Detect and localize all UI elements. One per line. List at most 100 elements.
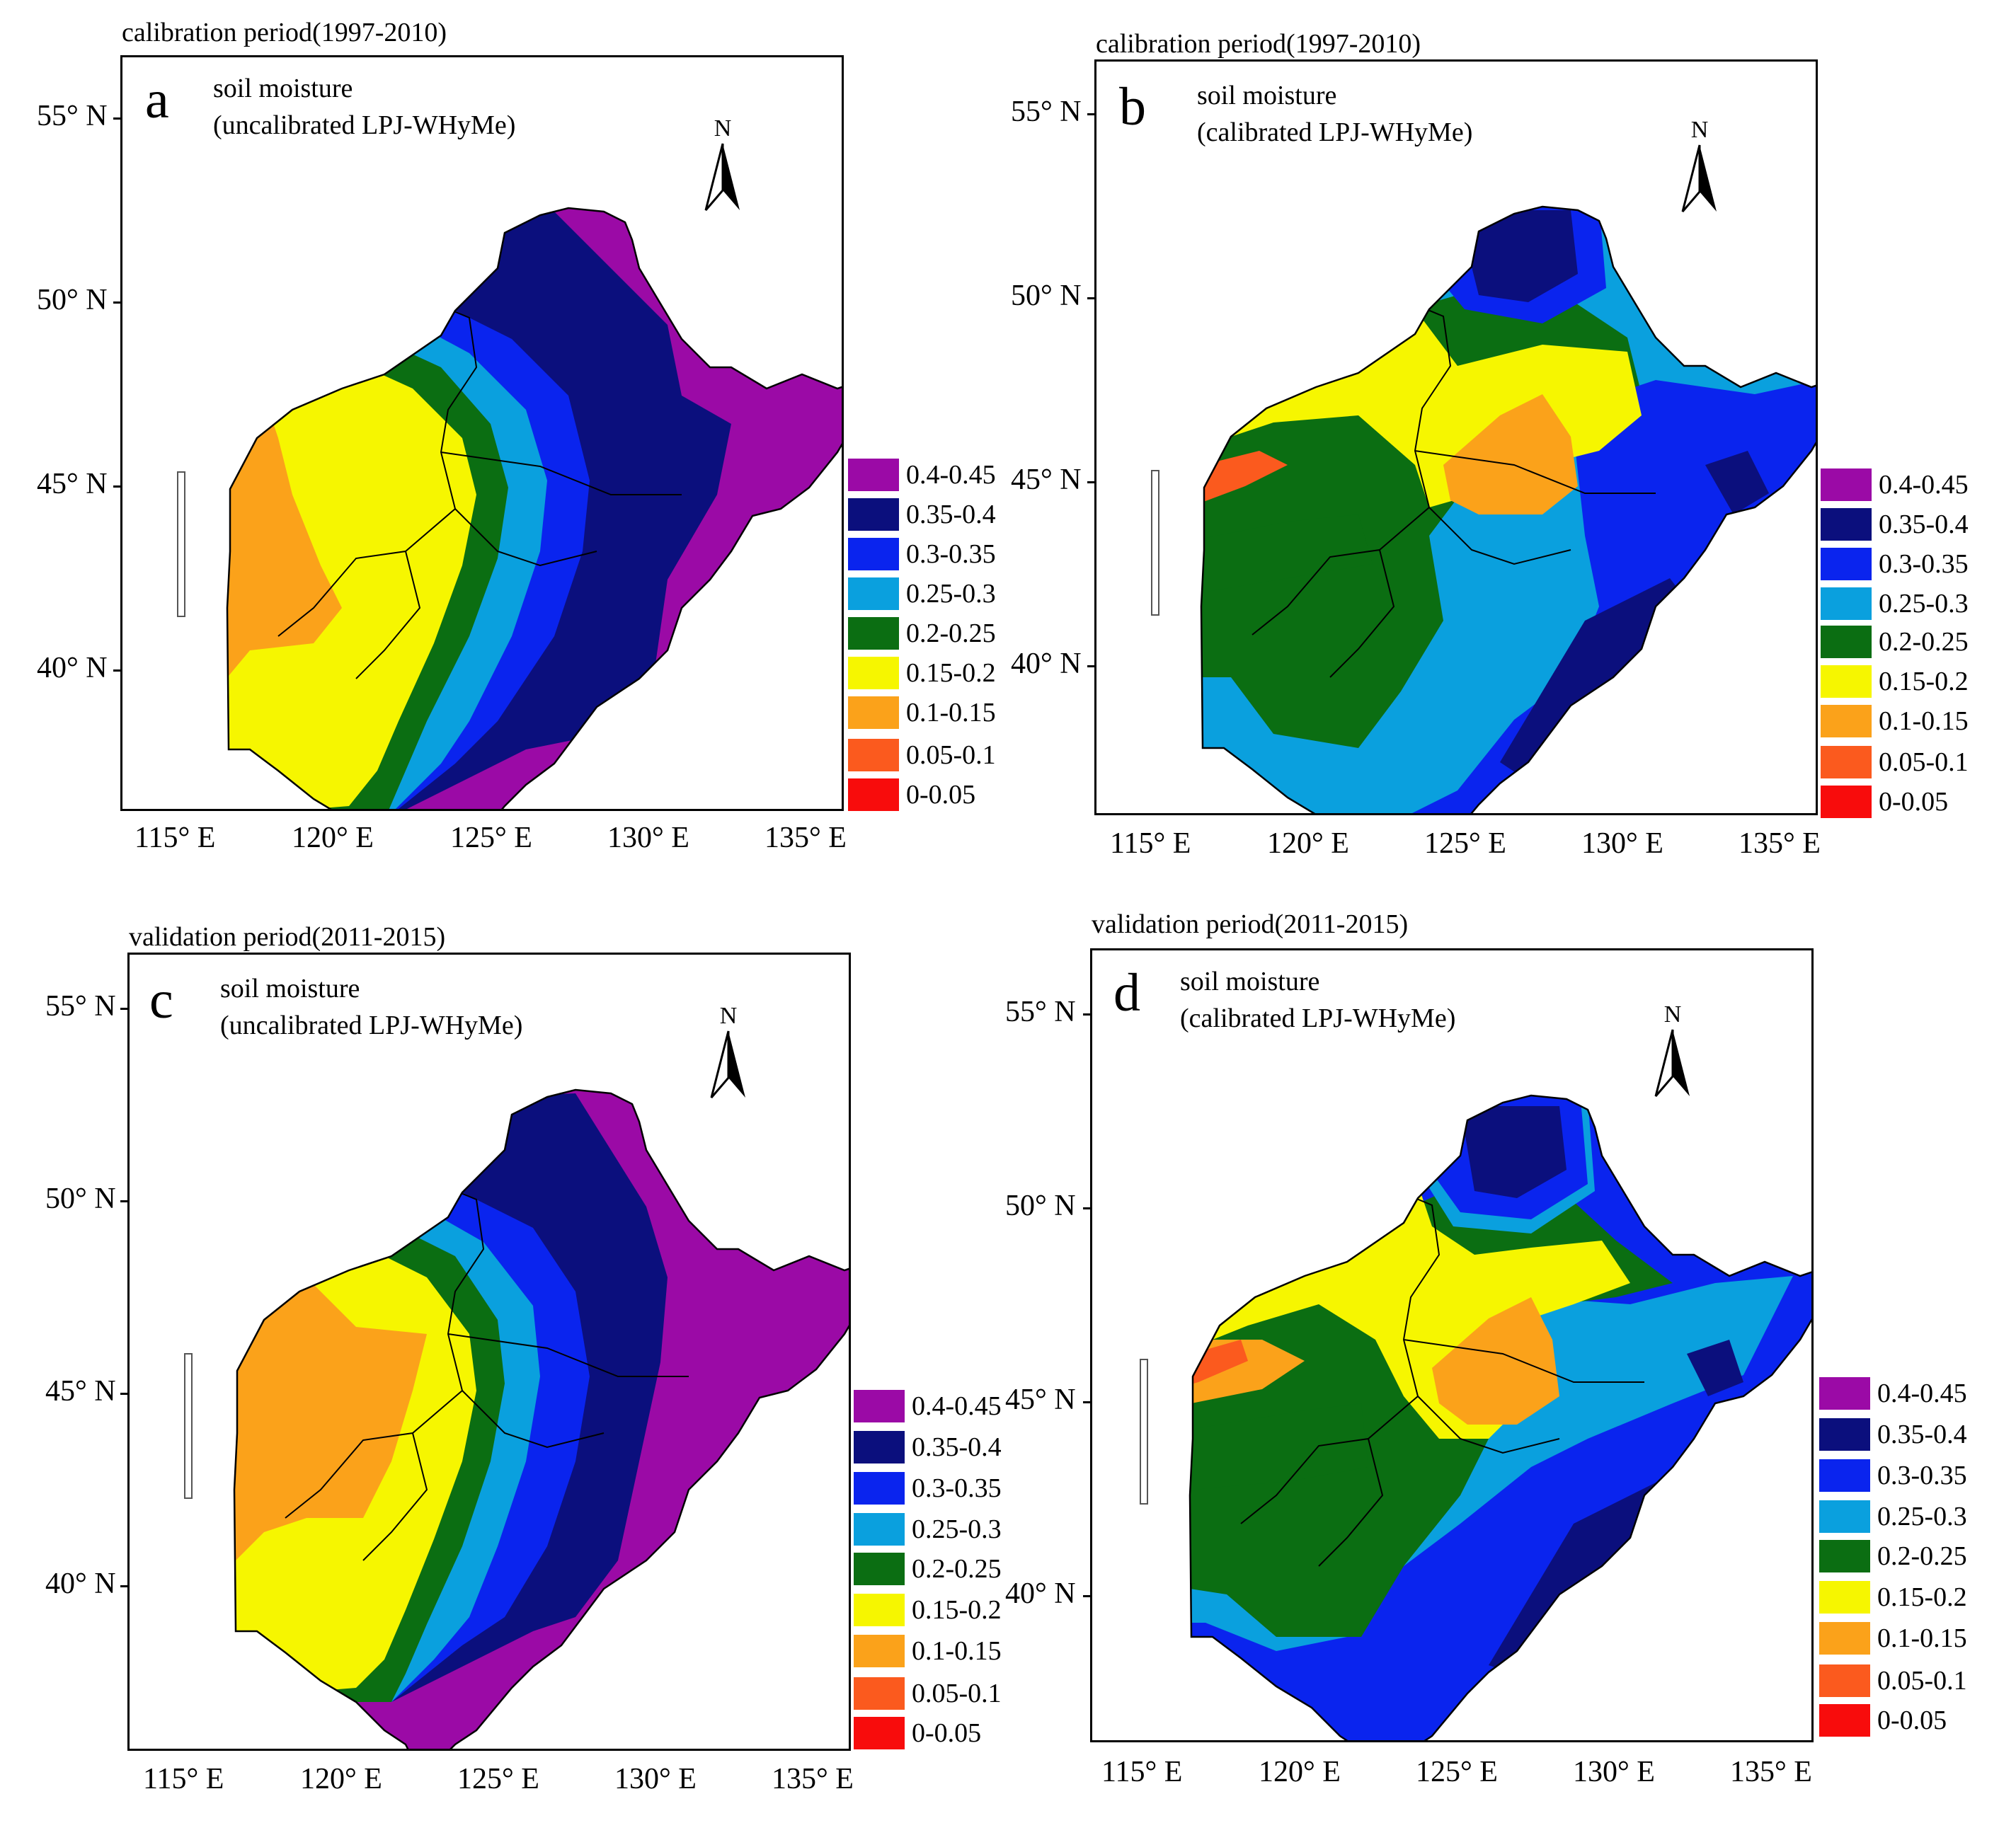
zone-0.1-0.15 <box>227 389 342 707</box>
legend-item: 0.2-0.25 <box>848 617 1011 651</box>
zone-0.1-0.15 <box>1190 1340 1305 1410</box>
map-title-line1: soil moisture <box>213 74 353 103</box>
legend-label: 0.15-0.2 <box>1879 667 1969 696</box>
legend-swatch <box>854 1513 905 1546</box>
lon-label-135: 135° E <box>1739 827 1821 860</box>
legend-swatch <box>1819 1459 1870 1492</box>
zone-0.05-0.1 <box>1201 451 1288 522</box>
legend-item: 0.25-0.3 <box>1819 1500 1982 1534</box>
north-label: N <box>714 115 732 142</box>
lon-label-120: 120° E <box>1267 827 1349 860</box>
province-borders <box>1240 1112 1644 1567</box>
legend-swatch <box>854 1472 905 1505</box>
north-arrow-icon <box>1654 1029 1690 1097</box>
legend-label: 0.15-0.2 <box>1877 1582 1967 1612</box>
north-label: N <box>1690 117 1709 143</box>
legend-item: 0.05-0.1 <box>1821 746 1983 780</box>
legend-swatch <box>1821 786 1872 818</box>
lat-tick <box>120 1585 129 1587</box>
lon-label-130: 130° E <box>1573 1756 1655 1788</box>
legend-item: 0.3-0.35 <box>854 1472 1016 1506</box>
legend-label: 0.15-0.2 <box>906 658 996 688</box>
legend-label: 0.1-0.15 <box>1877 1623 1967 1653</box>
legend-label: 0.1-0.15 <box>906 698 996 728</box>
legend-item: 0.4-0.45 <box>848 459 1011 493</box>
lat-label-40: 40° N <box>1011 648 1082 680</box>
lat-tick <box>113 301 122 304</box>
legend-item: 0.1-0.15 <box>848 696 1011 730</box>
legend-item: 0.15-0.2 <box>848 657 1011 691</box>
legend-swatch <box>854 1431 905 1463</box>
legend-label: 0.35-0.4 <box>912 1432 1002 1462</box>
legend-item: 0-0.05 <box>848 778 1011 812</box>
north-arrow: N <box>707 1003 750 1104</box>
lat-tick <box>1087 665 1096 667</box>
legend-item: 0.05-0.1 <box>1819 1664 1982 1698</box>
zone-0.35-0.4 <box>1457 210 1578 302</box>
lat-tick <box>113 117 122 120</box>
legend-swatch <box>854 1390 905 1422</box>
legend-label: 0.35-0.4 <box>906 500 996 529</box>
lat-label-40: 40° N <box>1005 1577 1076 1610</box>
map-title-line1: soil moisture <box>1180 967 1320 996</box>
lat-label-45: 45° N <box>1005 1384 1076 1416</box>
legend-swatch <box>1821 705 1872 737</box>
zone-0.35-0.4 <box>1687 1340 1743 1396</box>
north-arrow-icon <box>1681 144 1717 212</box>
legend-swatch <box>854 1635 905 1667</box>
period-label: validation period(2011-2015) <box>1092 909 1409 939</box>
legend-swatch <box>848 459 899 491</box>
lon-label-130: 130° E <box>614 1763 697 1795</box>
legend-swatch <box>1821 468 1872 501</box>
lon-label-120: 120° E <box>1259 1756 1341 1788</box>
legend-swatch <box>1821 548 1872 580</box>
legend-item: 0.35-0.4 <box>1819 1418 1982 1452</box>
legend-label: 0-0.05 <box>1879 787 1949 817</box>
legend-item: 0.25-0.3 <box>854 1513 1016 1547</box>
legend-swatch <box>848 577 899 610</box>
legend-swatch <box>848 739 899 771</box>
lon-label-125: 125° E <box>1424 827 1506 860</box>
legend-label: 0-0.05 <box>906 780 976 810</box>
legend-swatch <box>848 538 899 570</box>
legend-item: 0.05-0.1 <box>848 739 1011 773</box>
legend-label: 0.35-0.4 <box>1879 510 1969 539</box>
map-title: soil moisture (uncalibrated LPJ-WHyMe) <box>213 70 515 144</box>
legend-item: 0.2-0.25 <box>1819 1540 1982 1574</box>
legend-item: 0-0.05 <box>1819 1704 1982 1738</box>
legend-label: 0.25-0.3 <box>912 1514 1002 1544</box>
legend-item: 0.35-0.4 <box>1821 508 1983 542</box>
lat-tick <box>1087 113 1096 115</box>
legend-swatch <box>1821 508 1872 541</box>
legend-swatch <box>1819 1622 1870 1655</box>
map-title-line2: (calibrated LPJ-WHyMe) <box>1197 117 1473 147</box>
province-borders <box>285 1107 689 1561</box>
legend-label: 0-0.05 <box>912 1718 982 1748</box>
zone-0.35-0.4 <box>1460 1106 1567 1198</box>
north-arrow: N <box>1678 117 1721 218</box>
legend-item: 0.05-0.1 <box>854 1677 1016 1711</box>
legend-swatch <box>848 696 899 729</box>
lat-tick <box>1083 1207 1092 1209</box>
lon-label-120: 120° E <box>300 1763 382 1795</box>
coastal-strip <box>184 1353 193 1499</box>
region-outline <box>226 207 842 809</box>
legend-label: 0.05-0.1 <box>912 1679 1002 1708</box>
legend-label: 0.2-0.25 <box>906 619 996 648</box>
zone-0.35-0.4 <box>1705 451 1769 514</box>
lat-label-40: 40° N <box>37 652 108 684</box>
legend-label: 0-0.05 <box>1877 1706 1947 1735</box>
zone-0.2-0.25 <box>1190 1403 1368 1502</box>
lat-tick <box>113 669 122 672</box>
lon-label-135: 135° E <box>1730 1756 1812 1788</box>
north-label: N <box>719 1003 738 1029</box>
lon-label-130: 130° E <box>607 822 689 854</box>
map-frame: a soil moisture (uncalibrated LPJ-WHyMe)… <box>120 55 844 811</box>
legend-swatch <box>848 778 899 811</box>
lat-tick <box>120 1393 129 1395</box>
soil-moisture-map <box>1151 205 1816 813</box>
legend-swatch <box>848 617 899 650</box>
legend-item: 0.4-0.45 <box>1821 468 1983 502</box>
lat-label-50: 50° N <box>1011 280 1082 312</box>
lat-tick <box>113 485 122 488</box>
